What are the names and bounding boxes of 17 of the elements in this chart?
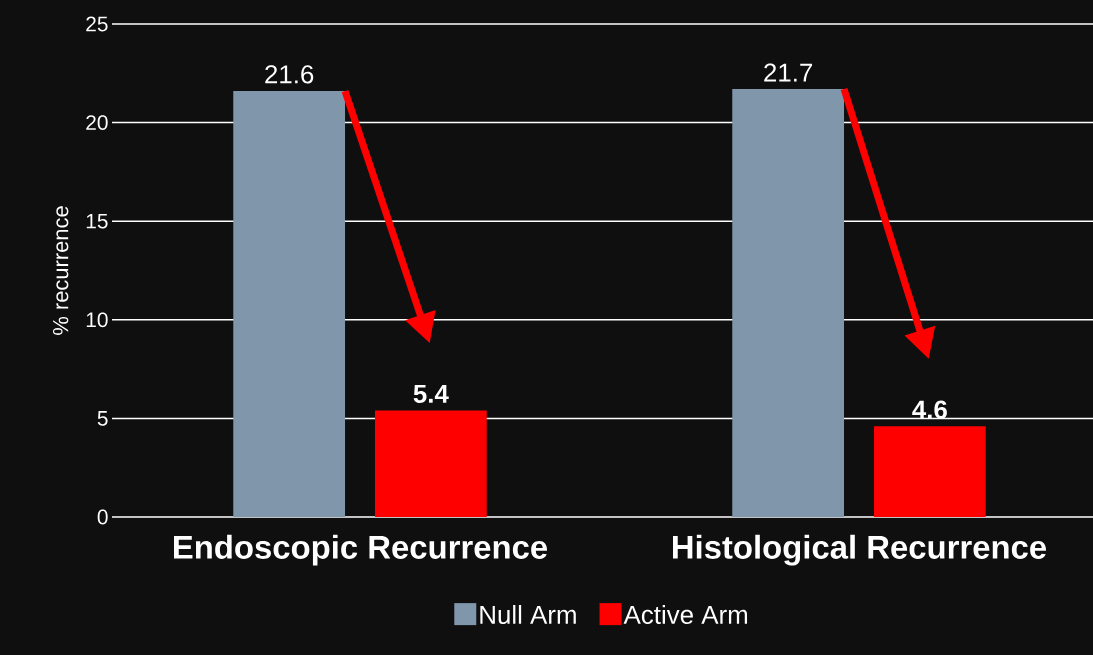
- data-label: 21.7: [764, 63, 813, 82]
- data-label: 21.6: [265, 65, 314, 84]
- y-axis-title: % recurrence: [52, 206, 69, 335]
- y-tick-label: 10: [86, 312, 108, 328]
- x-tick-label: Histological Recurrence: [673, 534, 1047, 566]
- y-tick-label: 25: [86, 16, 108, 32]
- y-tick-label: 5: [97, 411, 108, 426]
- legend-label: Active Arm: [623, 604, 748, 624]
- bar: [873, 426, 986, 517]
- y-tick-label: 20: [86, 115, 108, 130]
- data-label: 4.6: [912, 400, 947, 419]
- legend-label: Null Arm: [480, 604, 576, 624]
- x-tick-label: Endoscopic Recurrence: [174, 534, 548, 566]
- data-label: 5.4: [413, 384, 449, 403]
- y-tick-label: 15: [86, 213, 108, 229]
- y-tick-label: 0: [97, 509, 108, 525]
- bar: [374, 410, 487, 517]
